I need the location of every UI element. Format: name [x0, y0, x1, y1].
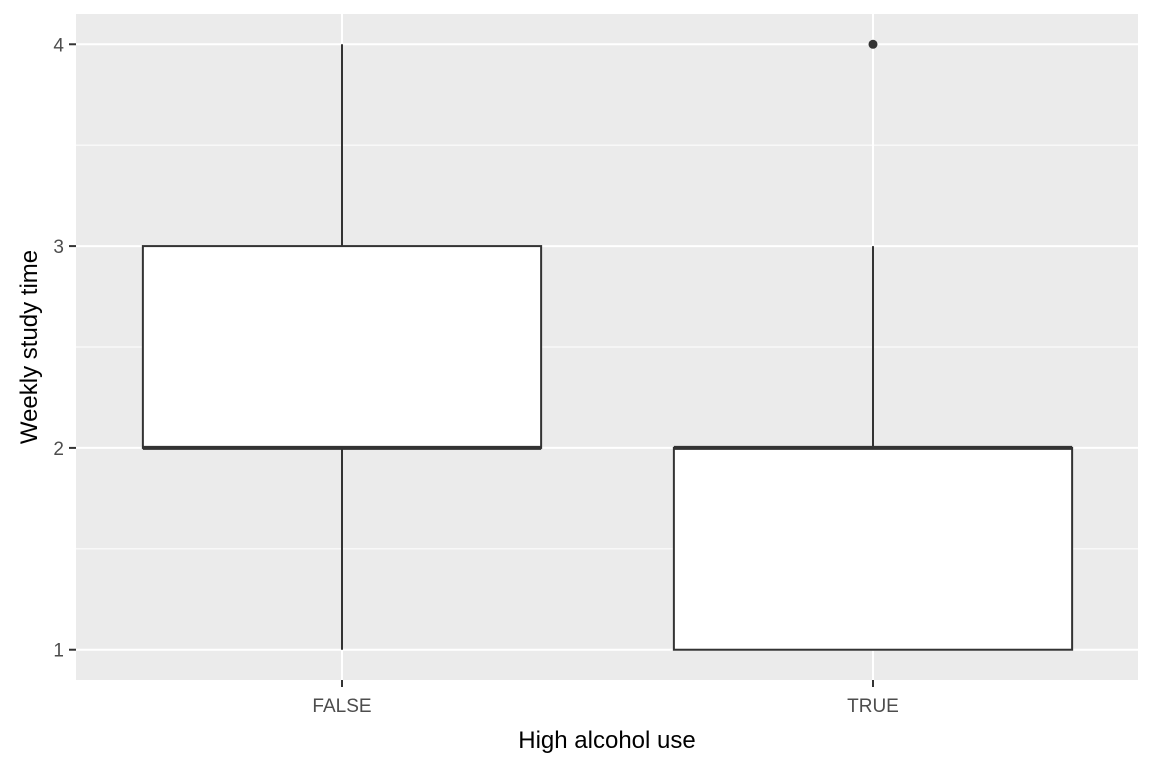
- boxes: [141, 39, 1074, 651]
- y-tick-label: 2: [53, 439, 64, 460]
- box-body: [672, 446, 1074, 651]
- x-axis: FALSE TRUE: [312, 680, 899, 717]
- y-axis-title: Weekly study time: [16, 250, 43, 444]
- x-tick-label: FALSE: [312, 696, 371, 717]
- outlier-point: [868, 39, 878, 49]
- y-tick-label: 3: [53, 237, 64, 258]
- y-tick-label: 1: [53, 641, 64, 662]
- box-false: [141, 44, 543, 650]
- box-true: [672, 39, 1074, 651]
- x-axis-title: High alcohol use: [518, 727, 695, 754]
- y-tick-label: 4: [53, 35, 64, 56]
- x-tick-label: TRUE: [847, 696, 899, 717]
- box-body: [141, 245, 543, 449]
- y-axis: 1 2 3 4: [53, 35, 76, 662]
